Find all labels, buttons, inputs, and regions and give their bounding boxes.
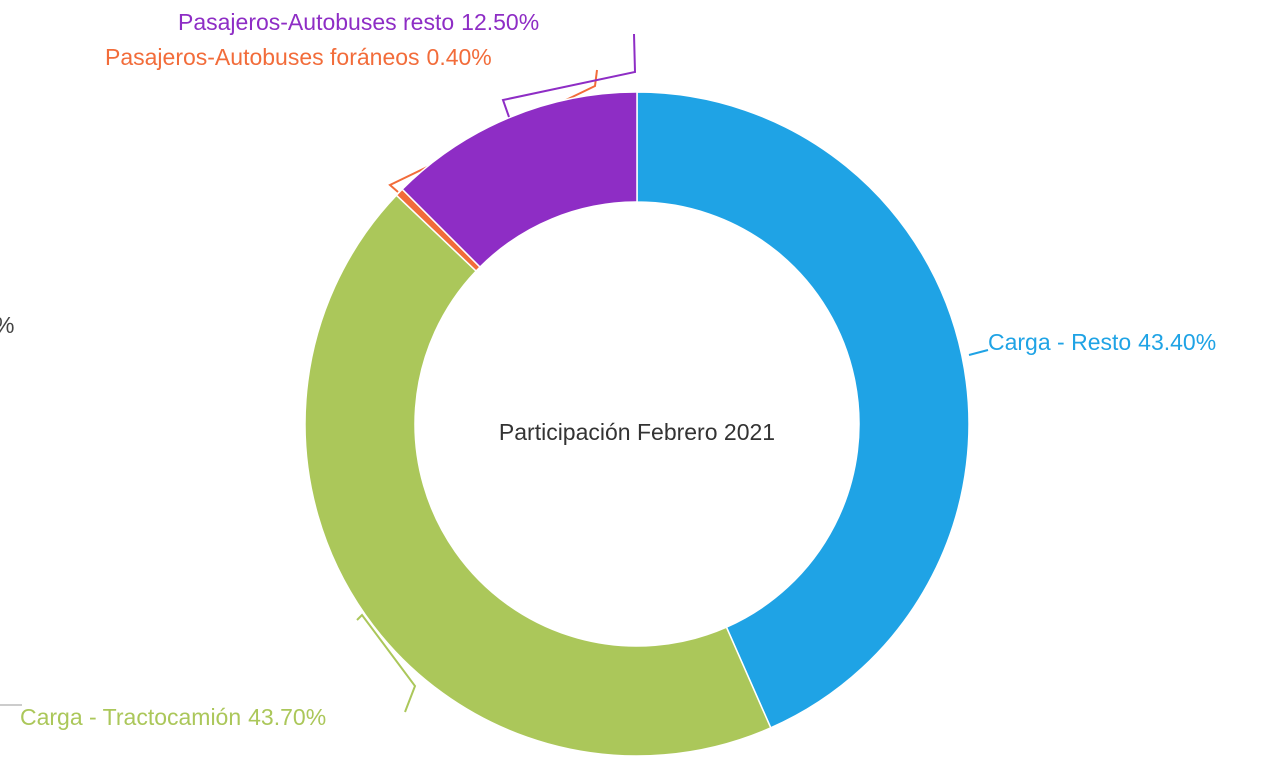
slice-label: Carga - Tractocamión 43.70% — [20, 704, 326, 730]
leader-line — [968, 349, 989, 356]
leader-line — [356, 613, 417, 713]
slice-label: Pasajeros-Autobuses foráneos 0.40% — [105, 44, 492, 70]
slice-value: 12.50% — [461, 9, 539, 35]
slice-name: Carga - Tractocamión — [20, 704, 241, 730]
center-text: Participación Febrero 2021 — [499, 419, 775, 445]
slice-label: Pasajeros-Autobuses resto 12.50% — [178, 9, 539, 35]
leader-line — [501, 33, 637, 118]
slice-name: Carga - Resto — [988, 329, 1131, 355]
slice-label: Carga - Resto 43.40% — [988, 329, 1216, 355]
donut-slice — [304, 194, 772, 757]
clipped-label: % — [0, 312, 14, 338]
slice-name: Pasajeros-Autobuses foráneos — [105, 44, 420, 70]
slice-value: 43.70% — [248, 704, 326, 730]
donut-slice — [401, 91, 638, 269]
slice-value: 43.40% — [1138, 329, 1216, 355]
slice-value: 0.40% — [427, 44, 492, 70]
donut-slice — [636, 91, 970, 729]
slice-name: Pasajeros-Autobuses resto — [178, 9, 454, 35]
